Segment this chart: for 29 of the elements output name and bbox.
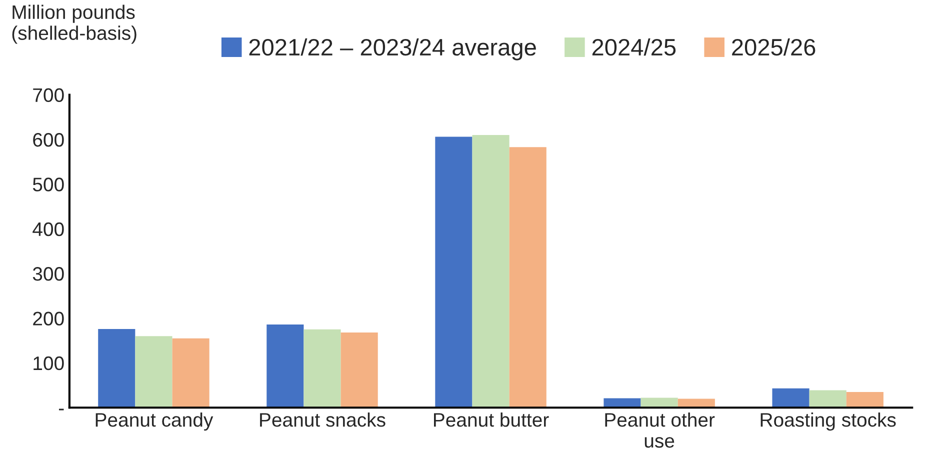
y-tick-label: - <box>58 408 64 410</box>
bar <box>472 135 510 408</box>
y-tick-label: 700 <box>33 88 64 102</box>
x-tick-label: Peanut candy <box>96 412 214 431</box>
y-tick-label: 500 <box>32 178 64 192</box>
y-tick-label: 100 <box>34 356 64 370</box>
x-tick-label: Roasting stocks <box>760 412 896 431</box>
y-tick-label: 200 <box>33 312 64 326</box>
legend-label: 2024/25 <box>592 38 676 56</box>
y-tick-label: 400 <box>32 222 64 236</box>
bar <box>266 324 304 408</box>
x-tick-label: Peanut snacks <box>260 412 386 427</box>
y-tick-label: 600 <box>33 132 64 147</box>
y-axis-title: Million pounds (shelled-basis) <box>12 4 136 44</box>
x-tick-label: Peanut butter <box>434 412 549 427</box>
legend-label: 2025/26 <box>732 38 816 56</box>
bar <box>340 332 378 408</box>
bar <box>135 336 172 408</box>
bar <box>772 388 810 408</box>
bar <box>304 329 341 408</box>
legend-label: 2021/22 – 2023/24 average <box>249 38 536 60</box>
bar <box>98 328 136 408</box>
bar <box>809 390 846 408</box>
bar <box>172 338 210 408</box>
x-tick-label: Peanut other use <box>605 412 715 448</box>
bar <box>509 147 546 408</box>
bar <box>846 392 884 408</box>
bar <box>435 136 472 408</box>
y-tick-label: 300 <box>32 267 64 281</box>
